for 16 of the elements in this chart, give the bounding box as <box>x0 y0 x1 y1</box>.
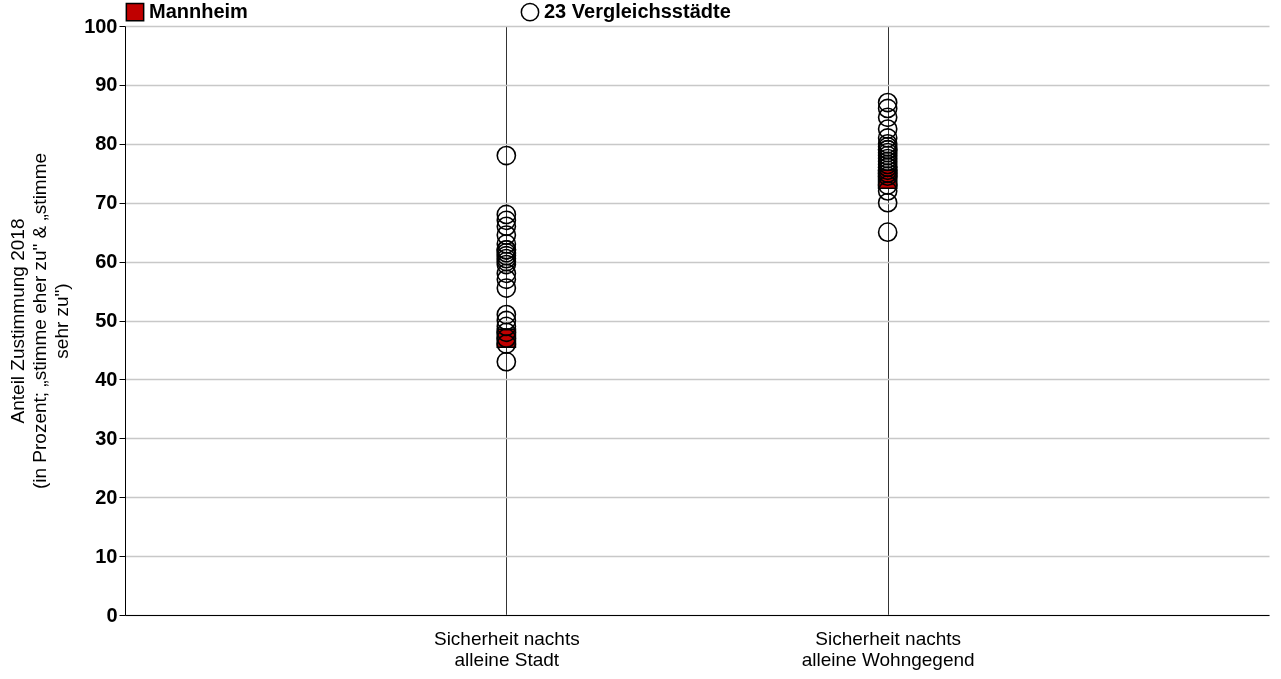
y-tick-label: 80 <box>95 132 118 155</box>
y-tick-label: 0 <box>106 603 118 626</box>
y-tick-label: 10 <box>95 544 118 567</box>
y-axis-title: Anteil Zustimmung 2018 (in Prozent; „stimme eher zu" & „stimme sehr zu") <box>7 152 73 490</box>
y-tick-label: 70 <box>95 191 118 214</box>
x-tick-label: Sicherheit nachts alleine Wohngegend <box>801 627 975 670</box>
y-tick-label: 90 <box>95 73 118 96</box>
y-tick-label: 20 <box>95 485 118 508</box>
x-tick-label: Sicherheit nachts alleine Stadt <box>433 627 580 670</box>
y-tick-label: 30 <box>95 426 118 449</box>
y-tick-label: 60 <box>95 250 118 273</box>
y-tick-label: 50 <box>95 309 118 331</box>
legend-label: Mannheim <box>149 0 248 23</box>
y-tick-label: 100 <box>84 14 118 37</box>
legend-label: 23 Vergleichsstädte <box>544 0 731 23</box>
y-tick-label: 40 <box>95 367 118 390</box>
